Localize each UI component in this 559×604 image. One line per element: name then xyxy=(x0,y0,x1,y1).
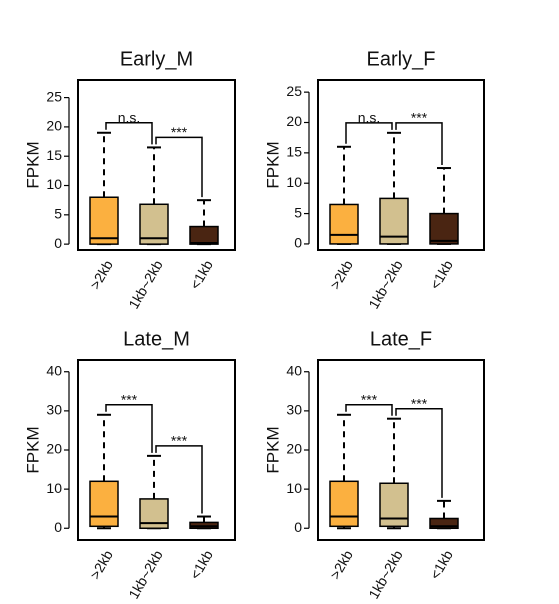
y-tick-label: 20 xyxy=(46,441,62,457)
significance-label: *** xyxy=(121,391,138,407)
y-tick-label: 5 xyxy=(54,206,62,222)
y-tick-label: 10 xyxy=(286,174,302,190)
chart-title: Late_M xyxy=(123,328,190,350)
box xyxy=(89,480,119,528)
plot-frame xyxy=(77,359,236,541)
y-tick-label: 10 xyxy=(46,480,62,496)
significance-label: n.s. xyxy=(358,110,381,126)
y-tick-label: 40 xyxy=(286,362,302,378)
chart-title: Early_F xyxy=(367,48,436,70)
chart-title: Late_F xyxy=(370,328,432,350)
significance-bracket xyxy=(345,404,393,416)
y-tick-label: 0 xyxy=(294,235,302,251)
significance-bracket xyxy=(395,407,443,498)
x-tick-label: >2kb xyxy=(87,257,116,292)
significance-label: *** xyxy=(411,395,428,411)
x-tick-label: 1kb~2kb xyxy=(125,257,166,311)
significance-bracket xyxy=(155,136,203,198)
y-tick-label: 15 xyxy=(286,144,302,160)
y-tick-label: 0 xyxy=(54,519,62,535)
panel: Late_F 0 10 20 30 40 FPKM >2kb 1kb~2kb <1kb *** *** xyxy=(263,328,485,602)
panel: Late_M 0 10 20 30 40 FPKM >2kb 1kb~2kb <1kb *** *** xyxy=(23,328,236,602)
x-tick-label: <1kb xyxy=(427,257,456,292)
x-tick-label: >2kb xyxy=(327,257,356,292)
box xyxy=(189,225,219,245)
box xyxy=(429,212,459,245)
y-axis-label: FPKM xyxy=(263,141,282,188)
y-axis-label: FPKM xyxy=(23,426,42,473)
chart-title: Early_M xyxy=(120,48,193,70)
y-tick-label: 30 xyxy=(286,402,302,418)
significance-label: *** xyxy=(171,433,188,449)
y-tick-label: 30 xyxy=(46,402,62,418)
significance-label: *** xyxy=(361,391,378,407)
plot-frame xyxy=(317,79,485,251)
significance-bracket xyxy=(105,122,153,145)
x-tick-label: >2kb xyxy=(327,547,356,582)
y-tick-label: 20 xyxy=(46,118,62,134)
plot-frame xyxy=(77,79,236,251)
y-tick-label: 15 xyxy=(46,147,62,163)
y-tick-label: 10 xyxy=(286,480,302,496)
significance-label: n.s. xyxy=(118,109,141,125)
x-tick-label: 1kb~2kb xyxy=(125,547,166,601)
box xyxy=(329,203,359,245)
panel: Early_F 0 5 10 15 20 25 FPKM >2kb 1kb~2kb <1kb n.s.… xyxy=(263,48,485,312)
x-tick-label: >2kb xyxy=(87,547,116,582)
y-axis-label: FPKM xyxy=(23,141,42,188)
significance-bracket xyxy=(155,445,203,514)
x-tick-label: 1kb~2kb xyxy=(365,547,406,601)
y-axis-label: FPKM xyxy=(263,426,282,473)
y-tick-label: 25 xyxy=(46,88,62,104)
x-tick-label: <1kb xyxy=(187,257,216,292)
y-tick-label: 0 xyxy=(294,519,302,535)
significance-label: *** xyxy=(411,110,428,126)
significance-bracket xyxy=(345,122,393,144)
y-tick-label: 40 xyxy=(46,362,62,378)
y-tick-label: 5 xyxy=(294,204,302,220)
significance-bracket xyxy=(395,122,443,166)
y-tick-label: 25 xyxy=(286,83,302,99)
box xyxy=(329,480,359,528)
panel: Early_M 0 5 10 15 20 25 FPKM >2kb 1kb~2kb <1kb n.s.… xyxy=(23,48,236,312)
box xyxy=(89,196,119,245)
y-tick-label: 20 xyxy=(286,441,302,457)
y-tick-label: 20 xyxy=(286,113,302,129)
x-tick-label: <1kb xyxy=(427,547,456,582)
y-tick-label: 0 xyxy=(54,235,62,251)
significance-bracket xyxy=(105,404,153,453)
x-tick-label: <1kb xyxy=(187,547,216,582)
x-tick-label: 1kb~2kb xyxy=(365,257,406,311)
box xyxy=(379,482,409,528)
plot-frame xyxy=(317,359,485,541)
y-tick-label: 10 xyxy=(46,176,62,192)
significance-label: *** xyxy=(171,124,188,140)
box xyxy=(429,517,459,530)
